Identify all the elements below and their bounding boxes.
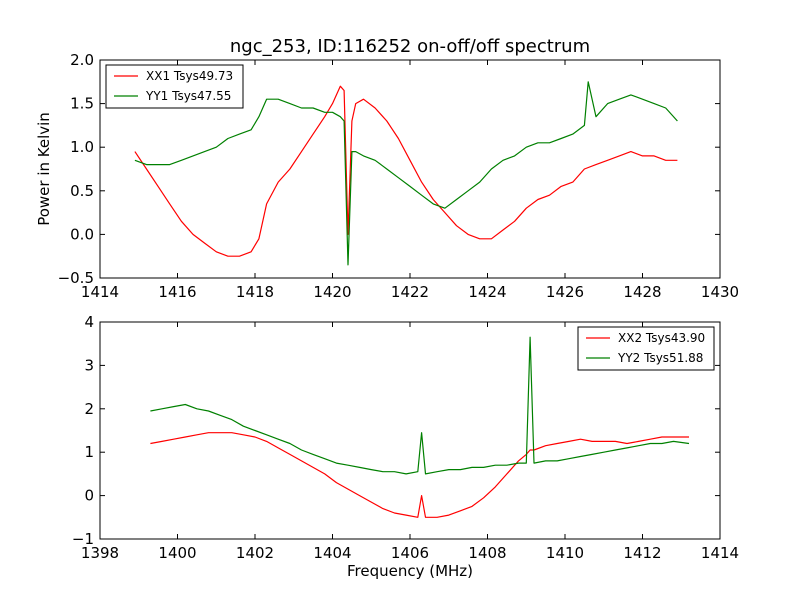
y-tick-label: 2 bbox=[84, 400, 94, 418]
x-tick-label: 1410 bbox=[546, 544, 584, 562]
legend-entry: XX2 Tsys43.90 bbox=[618, 331, 705, 345]
x-tick-label: 1424 bbox=[468, 283, 506, 301]
legend-entry: YY2 Tsys51.88 bbox=[617, 351, 703, 365]
legend-entry: XX1 Tsys49.73 bbox=[146, 69, 233, 83]
x-tick-label: 1422 bbox=[391, 283, 429, 301]
y-tick-label: 0 bbox=[84, 487, 94, 505]
y-tick-label: 0.5 bbox=[70, 182, 94, 200]
legend-entry: YY1 Tsys47.55 bbox=[145, 89, 231, 103]
y-tick-label: −0.5 bbox=[58, 269, 94, 287]
panel-2: 1398 1400 1402 1404 1406 1408 1410 1412 1414 −1 0 1… bbox=[72, 313, 739, 580]
chart-panels: 1414 1416 1418 1420 1422 1424 1426 1428 1430−0.5… bbox=[35, 51, 739, 580]
x-tick-label: 1416 bbox=[158, 283, 196, 301]
series-line-1-2 bbox=[134, 81, 678, 266]
x-tick-label: 1420 bbox=[313, 283, 351, 301]
y-tick-label: −1 bbox=[72, 530, 94, 548]
y-axis-label: Power in Kelvin bbox=[35, 112, 53, 226]
x-tick-label: 1400 bbox=[158, 544, 196, 562]
y-tick-label: 4 bbox=[84, 313, 94, 331]
x-tick-label: 1430 bbox=[701, 283, 739, 301]
series-line-2-1 bbox=[150, 432, 689, 518]
series-line-1-1 bbox=[134, 85, 678, 257]
legend-box bbox=[577, 326, 715, 371]
series-line-2-2 bbox=[150, 336, 690, 475]
x-tick-label: 1408 bbox=[468, 544, 506, 562]
y-tick-label: 1.0 bbox=[70, 138, 94, 156]
panel-1: 1414 1416 1418 1420 1422 1424 1426 1428 1430 −0.5… bbox=[35, 51, 739, 301]
y-tick-label: 2.0 bbox=[70, 51, 94, 69]
x-axis-label: Frequency (MHz) bbox=[347, 562, 473, 580]
legend: XX2 Tsys43.90 YY2 Tsys51.88 bbox=[577, 326, 715, 371]
y-tick-label: 1 bbox=[84, 443, 94, 461]
x-tick-label: 1398 bbox=[81, 544, 119, 562]
x-tick-label: 1404 bbox=[313, 544, 351, 562]
y-tick-label: 1.5 bbox=[70, 95, 94, 113]
x-tick-label: 1412 bbox=[623, 544, 661, 562]
legend: XX1 Tsys49.73 YY1 Tsys47.55 bbox=[105, 64, 244, 109]
x-tick-label: 1414 bbox=[81, 283, 119, 301]
x-tick-label: 1406 bbox=[391, 544, 429, 562]
chart-title: ngc_253, ID:116252 on-off/off spectrum bbox=[230, 36, 590, 57]
legend-box bbox=[105, 64, 244, 109]
x-tick-label: 1418 bbox=[236, 283, 274, 301]
x-tick-label: 1414 bbox=[701, 544, 739, 562]
x-tick-label: 1426 bbox=[546, 283, 584, 301]
x-tick-label: 1428 bbox=[623, 283, 661, 301]
y-tick-label: 0.0 bbox=[70, 225, 94, 243]
y-tick-label: 3 bbox=[84, 356, 94, 374]
x-tick-label: 1402 bbox=[236, 544, 274, 562]
